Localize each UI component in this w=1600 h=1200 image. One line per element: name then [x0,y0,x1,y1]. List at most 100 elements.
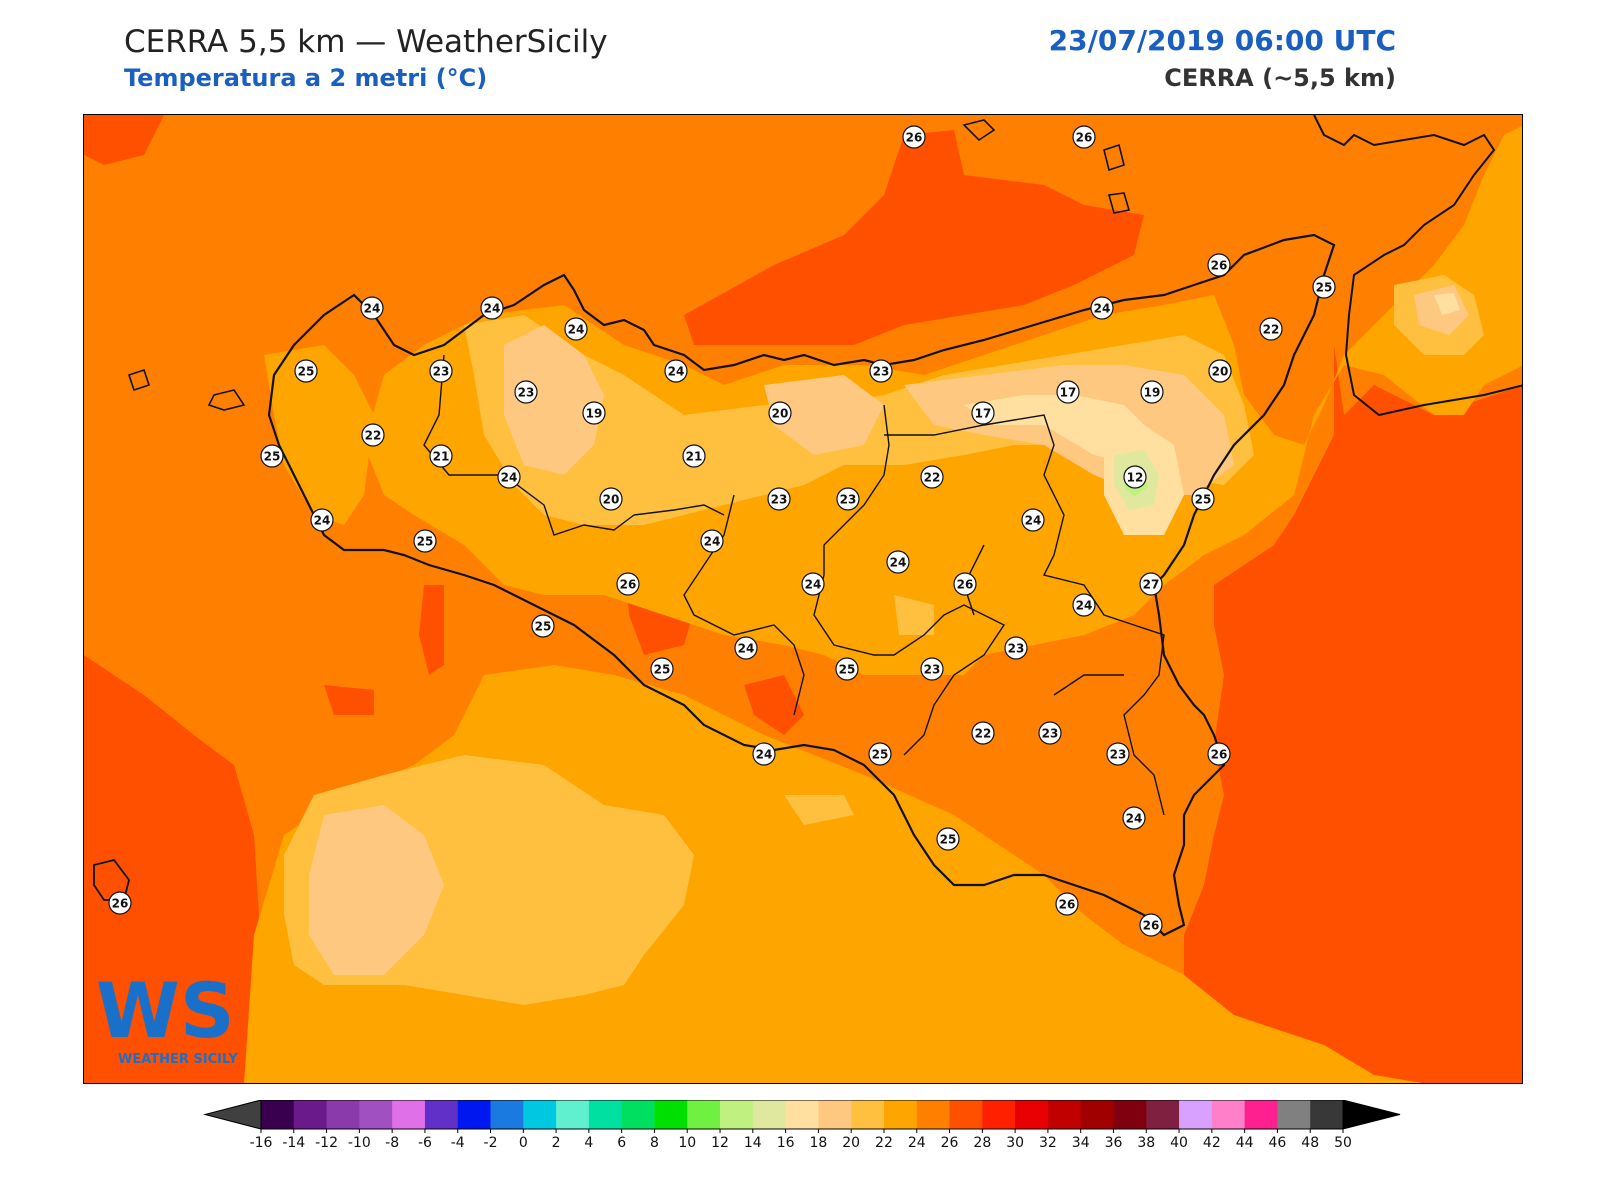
colorbar-tick-label: -8 [385,1135,399,1151]
colorbar-under-arrow [203,1100,262,1130]
svg-text:24: 24 [890,556,907,570]
field-cool-inland-3 [784,795,854,825]
svg-text:24: 24 [738,642,755,656]
colorbar-tick-label: 12 [711,1135,729,1151]
station-label: 20 [768,401,792,425]
colorbar-cell [982,1100,1016,1129]
colorbar-cell [588,1100,623,1129]
field-cooler-sea [309,805,444,975]
colorbar-tick-label: -10 [348,1135,371,1151]
svg-text:25: 25 [1195,493,1212,507]
colorbar-tick-label: 24 [908,1135,926,1151]
colorbar-tick-label: 26 [941,1135,959,1151]
svg-text:24: 24 [704,535,721,549]
svg-text:24: 24 [501,471,518,485]
map-title: CERRA 5,5 km — WeatherSicily [124,24,608,60]
svg-text:26: 26 [1211,748,1228,762]
svg-text:25: 25 [298,365,315,379]
svg-text:20: 20 [772,407,789,421]
svg-text:12: 12 [1127,471,1144,485]
field-warm-inland-2 [744,675,804,735]
svg-text:17: 17 [1060,386,1077,400]
calabria-coastline [1313,115,1522,417]
station-label: 26 [953,572,977,596]
colorbar-over-arrow [1342,1100,1401,1130]
station-label: 22 [971,721,995,745]
svg-text:26: 26 [906,131,923,145]
svg-text:24: 24 [1094,302,1111,316]
colorbar-cell [752,1100,787,1129]
field-warm-n-sea [684,130,1144,345]
colorbar-cell [556,1100,590,1129]
station-label: 26 [902,125,926,149]
svg-text:23: 23 [771,493,788,507]
station-label: 26 [1207,742,1231,766]
station-label: 24 [1090,296,1114,320]
station-label: 25 [936,827,960,851]
svg-text:25: 25 [940,833,957,847]
station-label: 25 [294,359,318,383]
colorbar-tick-label: 38 [1137,1135,1155,1151]
colorbar-tick-label: 50 [1334,1135,1352,1151]
svg-text:26: 26 [1211,259,1228,273]
temperature-map: 26 26 26 25 24 24 24 25 23 24 23 22 21 23 19 20 20 17 17 19… [83,114,1523,1084]
svg-text:24: 24 [805,578,822,592]
logo-letters: WS [96,966,235,1055]
svg-text:20: 20 [1212,365,1229,379]
station-label: 23 [1106,742,1130,766]
province-border-5 [1053,674,1124,696]
colorbar-tick-label: 10 [678,1135,696,1151]
colorbar-tick-label: -14 [282,1135,305,1151]
colorbar-tick-label: -16 [250,1135,273,1151]
station-label: 25 [868,742,892,766]
station-label: 24 [734,636,758,660]
province-border-1 [423,354,725,536]
station-label: 26 [1072,125,1096,149]
svg-text:23: 23 [433,365,450,379]
province-border-4 [884,414,1165,816]
station-label: 24 [1072,593,1096,617]
svg-text:23: 23 [924,663,941,677]
island-favignana [207,389,246,411]
colorbar-tick-label: -12 [315,1135,338,1151]
colorbar-cell [851,1100,885,1129]
station-label: 26 [1207,253,1231,277]
colorbar-tick-label: 6 [617,1135,626,1151]
station-label: 24 [360,296,384,320]
weather-sicily-logo: WS WEATHER SICILY [94,965,254,1065]
station-label: 25 [650,657,674,681]
colorbar-cell [359,1100,393,1129]
svg-text:23: 23 [873,365,890,379]
svg-text:25: 25 [839,663,856,677]
station-label: 17 [971,401,995,425]
svg-text:25: 25 [535,620,552,634]
colorbar-cell [293,1100,328,1129]
svg-text:24: 24 [756,748,773,762]
svg-text:26: 26 [1076,131,1093,145]
station-label: 22 [361,423,385,447]
svg-text:24: 24 [668,365,685,379]
svg-text:24: 24 [1025,514,1042,528]
temperature-colorbar: -16 -14 -12 -10 -8 -6 -4 -2 0 2 4 6 8 10 12 14 16 18 20 22 2… [203,1100,1401,1151]
svg-text:25: 25 [264,450,281,464]
svg-text:17: 17 [975,407,992,421]
svg-text:19: 19 [586,407,603,421]
colorbar-tick-label: 36 [1105,1135,1123,1151]
svg-text:23: 23 [1042,727,1059,741]
station-label: 24 [1122,806,1146,830]
model-label: CERRA (~5,5 km) [1164,64,1396,92]
colorbar-tick-label: 30 [1006,1135,1024,1151]
map-subtitle: Temperatura a 2 metri (°C) [124,64,488,92]
colorbar-cell [883,1100,918,1129]
station-label: 25 [260,444,284,468]
station-label: 23 [514,380,538,404]
station-label: 23 [920,657,944,681]
svg-text:25: 25 [654,663,671,677]
colorbar-cell [1080,1100,1114,1129]
island-vulcano [1107,192,1131,214]
colorbar-cell [916,1100,951,1129]
station-label: 24 [1021,508,1045,532]
field-mild-west [264,345,374,525]
svg-text:24: 24 [314,514,331,528]
svg-text:26: 26 [1059,898,1076,912]
